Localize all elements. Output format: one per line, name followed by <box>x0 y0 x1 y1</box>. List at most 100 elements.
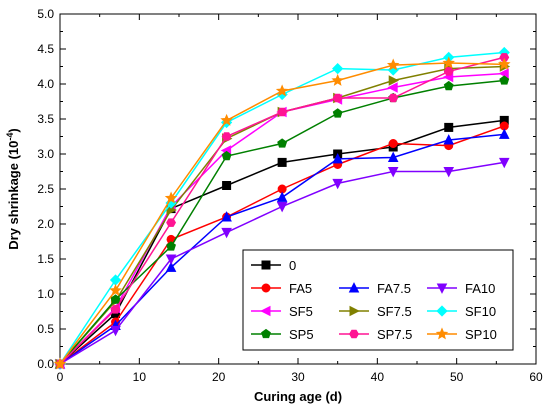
x-tick-label: 60 <box>529 370 543 384</box>
legend-label: SF10 <box>465 304 496 319</box>
legend-label: SF5 <box>289 304 313 319</box>
series-sp7-5 <box>55 53 510 369</box>
legend-item-sf7-5: SF7.5 <box>339 304 412 319</box>
data-point-sp5 <box>277 138 288 148</box>
chart-legend: 0 FA5 FA7.5 FA10 SF5 SF7.5 SF10 SP5 SP7.5 SP10 <box>242 249 514 351</box>
legend-label: FA5 <box>289 281 312 296</box>
x-tick-label: 50 <box>450 370 464 384</box>
data-point-sf10 <box>332 62 344 75</box>
legend-marker <box>261 328 271 339</box>
data-point-0 <box>222 181 232 191</box>
data-point-sp10 <box>442 56 455 69</box>
data-point-sp7-5 <box>332 93 343 103</box>
data-point-fa10 <box>443 167 455 178</box>
data-point-sp10 <box>164 191 178 204</box>
legend-label: FA10 <box>465 281 495 296</box>
data-point-sp5 <box>110 294 121 304</box>
legend-label: 0 <box>289 258 296 273</box>
data-point-sp5 <box>499 75 510 85</box>
x-tick-label: 40 <box>371 370 385 384</box>
legend-item-sf5: SF5 <box>251 304 313 319</box>
legend-label: SP7.5 <box>377 327 412 342</box>
data-point-fa10 <box>276 202 288 213</box>
y-tick-label: 1.5 <box>37 252 54 266</box>
data-point-fa7-5 <box>332 153 343 164</box>
legend-item-0: 0 <box>251 258 296 273</box>
x-tick-label: 20 <box>212 370 226 384</box>
legend-marker <box>260 305 271 317</box>
y-tick-label: 3.0 <box>37 147 54 161</box>
data-point-fa10 <box>221 227 232 239</box>
data-point-sp5 <box>166 241 176 251</box>
data-point-fa10 <box>332 178 343 190</box>
legend-marker <box>261 260 271 270</box>
legend-item-fa5: FA5 <box>251 281 312 296</box>
series-layer <box>53 46 511 370</box>
data-point-sp7-5 <box>388 93 399 103</box>
legend-item-sp5: SP5 <box>251 327 314 342</box>
y-axis-title-exponent: -4 <box>5 133 15 141</box>
x-tick-label: 10 <box>133 370 147 384</box>
legend-item-sp7-5: SP7.5 <box>339 327 412 342</box>
y-tick-label: 4.0 <box>37 77 54 91</box>
data-point-sp7-5 <box>110 305 121 314</box>
legend-marker <box>349 305 360 317</box>
data-point-0 <box>277 157 287 167</box>
y-tick-label: 2.5 <box>37 182 54 196</box>
data-point-fa5 <box>388 139 398 149</box>
legend-label: SF7.5 <box>377 304 412 319</box>
data-point-sp7-5 <box>499 53 510 62</box>
data-point-fa7-5 <box>276 191 288 202</box>
axis-ticks: 0 10 20 30 40 50 60 0.0 0.5 1.0 1.5 2.0 2.5 3.0 3.5 4.0… <box>37 7 543 384</box>
legend-label: SP10 <box>465 327 497 342</box>
data-point-sp10 <box>275 84 289 97</box>
x-tick-label: 0 <box>57 370 64 384</box>
x-axis-title: Curing age (d) <box>254 389 342 404</box>
data-point-sp7-5 <box>443 67 454 76</box>
data-point-sp10 <box>498 57 511 70</box>
data-point-fa10 <box>110 325 121 337</box>
data-point-fa7-5 <box>221 211 232 222</box>
data-point-0 <box>444 122 454 132</box>
y-tick-label: 0.5 <box>37 322 54 336</box>
data-point-sp10 <box>220 113 233 126</box>
y-tick-label: 1.0 <box>37 287 54 301</box>
data-point-sp5 <box>221 150 232 161</box>
data-point-sp10 <box>53 357 67 370</box>
y-tick-label: 4.5 <box>37 42 54 56</box>
x-tick-label: 30 <box>291 370 305 384</box>
legend-label: SP5 <box>289 327 314 342</box>
legend-item-fa10: FA10 <box>427 281 495 296</box>
y-tick-label: 5.0 <box>37 7 54 21</box>
data-point-sp10 <box>331 73 344 86</box>
legend-marker <box>435 327 449 340</box>
legend-item-sf10: SF10 <box>427 304 496 319</box>
data-point-fa7-5 <box>443 134 455 145</box>
data-point-sp5 <box>332 108 343 118</box>
data-point-sp7-5 <box>166 218 177 227</box>
data-point-sf5 <box>387 82 398 93</box>
series-fa10 <box>54 157 510 370</box>
series-sp10 <box>53 56 511 370</box>
data-point-sp5 <box>443 80 454 91</box>
legend-marker <box>349 329 359 339</box>
y-tick-label: 0.0 <box>37 357 54 371</box>
data-point-sp10 <box>386 58 400 71</box>
legend-label: FA7.5 <box>377 281 411 296</box>
y-tick-label: 2.0 <box>37 217 54 231</box>
data-point-fa10 <box>498 157 510 169</box>
legend-box <box>242 249 514 351</box>
data-point-sp7-5 <box>277 107 288 117</box>
legend-item-fa7-5: FA7.5 <box>339 281 411 296</box>
y-tick-label: 3.5 <box>37 112 54 126</box>
data-point-sp7-5 <box>221 132 232 141</box>
y-axis-title-close: ) <box>6 128 21 132</box>
legend-item-sp10: SP10 <box>427 327 497 342</box>
y-axis-title: Dry shrinkage (10-4) <box>5 128 21 249</box>
data-point-sp10 <box>109 283 122 296</box>
legend-marker <box>436 305 448 317</box>
legend-marker <box>348 282 360 293</box>
data-point-fa7-5 <box>498 128 510 139</box>
data-point-fa7-5 <box>387 151 399 162</box>
